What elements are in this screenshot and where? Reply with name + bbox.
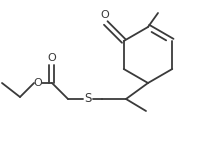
Text: S: S <box>84 92 91 106</box>
Text: O: O <box>33 78 42 88</box>
Text: O: O <box>47 53 56 63</box>
Text: O: O <box>100 10 109 20</box>
